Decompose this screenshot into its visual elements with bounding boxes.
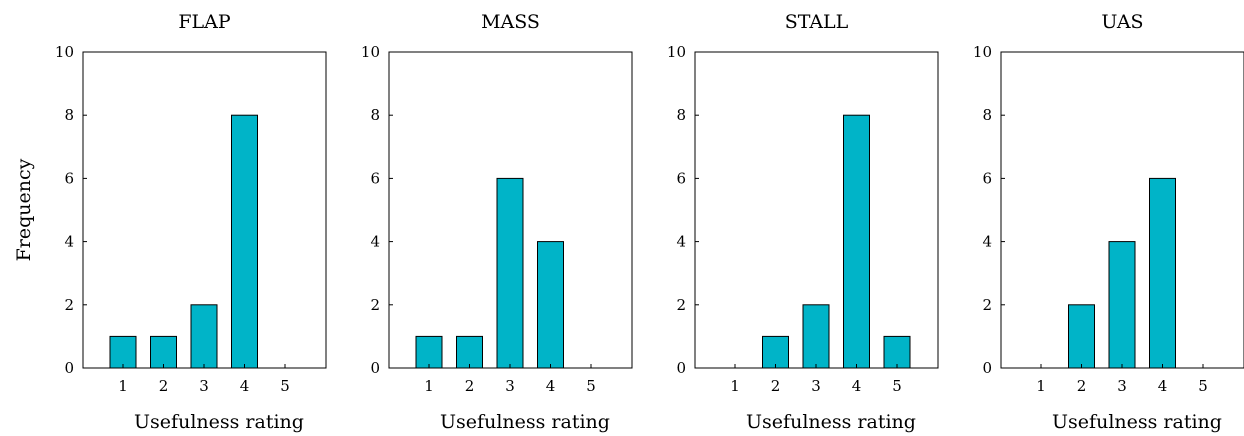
x-tick-label: 1: [118, 377, 128, 395]
y-tick-label: 10: [361, 43, 380, 61]
bar-5: [883, 335, 911, 369]
bar-4: [537, 241, 564, 369]
chart-title: STALL: [785, 11, 849, 33]
bar-4: [1149, 177, 1176, 369]
x-axis-label: Usefulness rating: [134, 411, 304, 433]
bar-4: [231, 114, 258, 369]
y-tick-label: 6: [982, 169, 992, 187]
bar-3: [496, 177, 524, 369]
chart-title: UAS: [1101, 11, 1143, 33]
y-tick-label: 8: [676, 106, 686, 124]
x-tick-label: 5: [1198, 377, 1208, 395]
x-tick-label: 2: [771, 377, 781, 395]
x-tick-label: 2: [465, 377, 475, 395]
y-tick-label: 10: [973, 43, 992, 61]
y-tick-label: 2: [370, 296, 380, 314]
x-tick-label: 5: [280, 377, 290, 395]
y-tick-label: 0: [370, 359, 380, 377]
y-tick-label: 0: [982, 359, 992, 377]
y-tick-label: 8: [370, 106, 380, 124]
x-tick-label: 2: [159, 377, 169, 395]
chart-title: FLAP: [178, 11, 231, 33]
y-tick-label: 6: [676, 169, 686, 187]
y-tick-label: 2: [64, 296, 74, 314]
x-tick-label: 5: [586, 377, 596, 395]
bar-2: [456, 335, 483, 369]
x-tick-label: 5: [892, 377, 902, 395]
y-tick-label: 0: [64, 359, 74, 377]
x-tick-label: 3: [811, 377, 821, 395]
y-tick-label: 6: [64, 169, 74, 187]
y-tick-label: 2: [982, 296, 992, 314]
y-tick-label: 4: [982, 233, 992, 251]
x-tick-label: 4: [240, 377, 250, 395]
x-tick-label: 4: [852, 377, 862, 395]
x-tick-label: 3: [505, 377, 515, 395]
chart-title: MASS: [481, 11, 540, 33]
y-tick-label: 4: [64, 233, 74, 251]
y-tick-label: 4: [676, 233, 686, 251]
y-tick-label: 8: [982, 106, 992, 124]
bar-3: [802, 304, 830, 369]
bar-1: [415, 335, 443, 369]
x-tick-label: 3: [199, 377, 209, 395]
x-axis-label: Usefulness rating: [1052, 411, 1222, 433]
x-tick-label: 4: [546, 377, 556, 395]
x-tick-label: 1: [1036, 377, 1046, 395]
x-tick-label: 2: [1077, 377, 1087, 395]
bar-2: [1068, 304, 1095, 369]
y-tick-label: 10: [667, 43, 686, 61]
y-tick-label: 6: [370, 169, 380, 187]
bar-4: [843, 114, 870, 369]
bar-3: [1108, 241, 1136, 369]
x-axis-label: Usefulness rating: [440, 411, 610, 433]
y-tick-label: 2: [676, 296, 686, 314]
y-axis-label: Frequency: [13, 158, 35, 261]
x-tick-label: 4: [1158, 377, 1168, 395]
y-tick-label: 0: [676, 359, 686, 377]
y-tick-label: 10: [55, 43, 74, 61]
bar-1: [109, 335, 137, 369]
x-tick-label: 3: [1117, 377, 1127, 395]
y-tick-label: 4: [370, 233, 380, 251]
bar-3: [190, 304, 218, 369]
bar-2: [150, 335, 177, 369]
bar-2: [762, 335, 789, 369]
x-tick-label: 1: [424, 377, 434, 395]
x-axis-label: Usefulness rating: [746, 411, 916, 433]
y-tick-label: 8: [64, 106, 74, 124]
x-tick-label: 1: [730, 377, 740, 395]
